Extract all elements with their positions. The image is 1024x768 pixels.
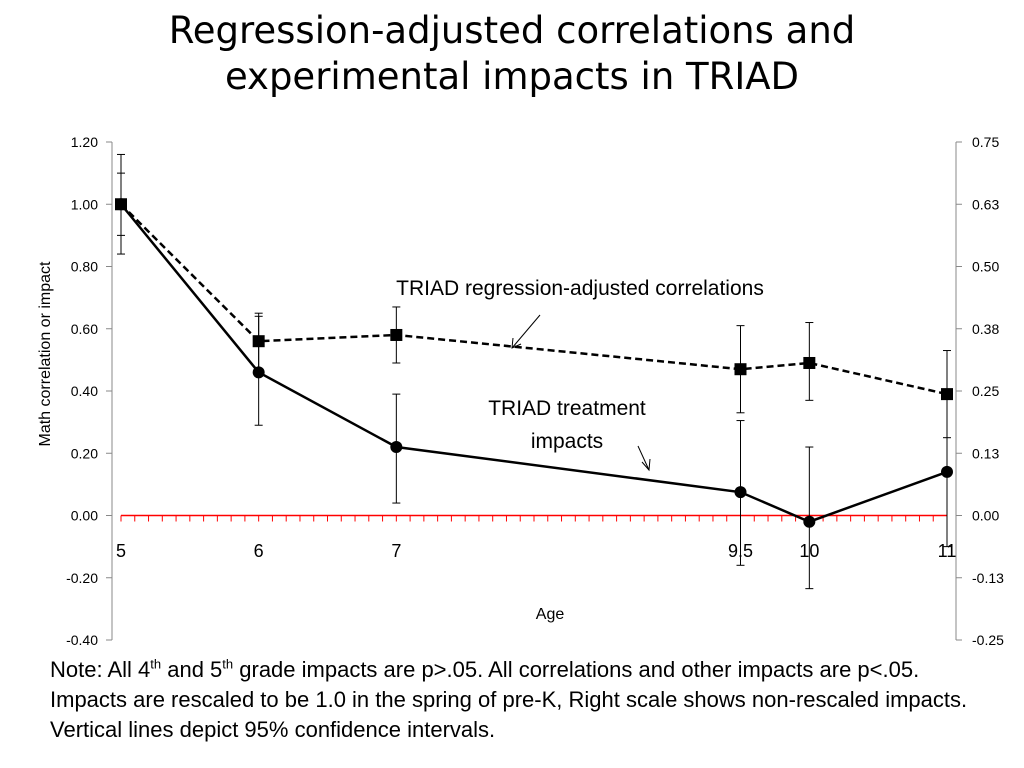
x-tick-label: 7 — [391, 541, 401, 561]
chart-note: Note: All 4th and 5th grade impacts are … — [50, 655, 980, 745]
x-minor-ticks — [120, 515, 948, 522]
x-axis-label: Age — [536, 606, 565, 623]
data-point-circle — [390, 441, 403, 454]
note-sup-2: th — [222, 656, 234, 672]
data-point-square — [734, 363, 747, 376]
y2-tick-label: 0.50 — [972, 259, 999, 275]
y-tick-label: 0.00 — [71, 508, 98, 524]
annotation-impacts-line-1: TRIAD treatment — [488, 397, 646, 420]
note-rest: grade impacts are p>.05. All correlation… — [50, 657, 968, 742]
annotation-arrowhead-correlations — [511, 337, 522, 349]
annotation-arrow-correlations — [511, 314, 541, 349]
y-tick-label: 0.40 — [71, 383, 98, 399]
data-point-square — [390, 328, 403, 341]
page-title: Regression-adjusted correlations and exp… — [112, 8, 912, 100]
series-impacts — [115, 153, 953, 590]
data-point-circle — [941, 465, 953, 478]
y2-tick-label: 0.38 — [972, 321, 999, 337]
y-tick-label: 1.00 — [71, 196, 98, 212]
series-line — [120, 203, 948, 524]
y-tick-label: 0.20 — [71, 445, 98, 461]
data-point-circle — [734, 486, 747, 499]
annotation-arrow-impacts — [637, 445, 650, 471]
annotation-impacts-line-2: impacts — [531, 430, 603, 453]
data-point-circle — [803, 515, 816, 528]
annotation-correlations: TRIAD regression-adjusted correlations — [396, 277, 764, 300]
chart-axes: 1.20 1.00 0.80 0.60 0.40 0.20 0.00 -0.20 -0.40 0.… — [37, 134, 1004, 648]
x-tick-label: 6 — [254, 541, 264, 561]
data-point-circle — [115, 198, 127, 211]
x-tick-label: 9.5 — [728, 541, 753, 561]
y-tick-label: 0.60 — [71, 321, 98, 337]
y2-tick-label: 0.13 — [972, 445, 999, 461]
note-mid: and 5 — [161, 657, 223, 682]
y2-tick-label: 0.25 — [972, 383, 999, 399]
x-tick-label: 10 — [799, 541, 819, 561]
line-chart: 1.20 1.00 0.80 0.60 0.40 0.20 0.00 -0.20 -0.40 0.… — [37, 134, 1004, 648]
x-tick-label: 5 — [116, 541, 126, 561]
y2-tick-label: -0.25 — [972, 632, 1004, 648]
y2-tick-label: 0.63 — [972, 196, 999, 212]
y-tick-label: -0.40 — [66, 632, 98, 648]
y-axis-label: Math correlation or impact — [37, 261, 54, 447]
title-line-1: Regression-adjusted correlations and — [168, 9, 856, 52]
labels-layer: 5 6 7 9.5 10 11 Age TRIAD regression-adjusted c… — [116, 277, 956, 623]
y2-tick-label: -0.13 — [972, 570, 1004, 586]
y-tick-label: -0.20 — [66, 570, 98, 586]
series-line — [120, 203, 948, 396]
y2-tick-label: 0.75 — [972, 134, 999, 150]
y2-tick-label: 0.00 — [972, 508, 999, 524]
annotation-arrowhead-impacts — [641, 458, 651, 472]
title-line-2: experimental impacts in TRIAD — [224, 55, 800, 98]
note-sup-1: th — [150, 656, 162, 672]
y-tick-label: 1.20 — [71, 134, 98, 150]
note-prefix: Note: All 4 — [50, 657, 151, 682]
series-layer — [115, 153, 953, 590]
y-tick-label: 0.80 — [71, 259, 98, 275]
data-point-square — [803, 356, 816, 369]
x-tick-label: 11 — [938, 541, 957, 561]
data-point-circle — [252, 366, 265, 379]
